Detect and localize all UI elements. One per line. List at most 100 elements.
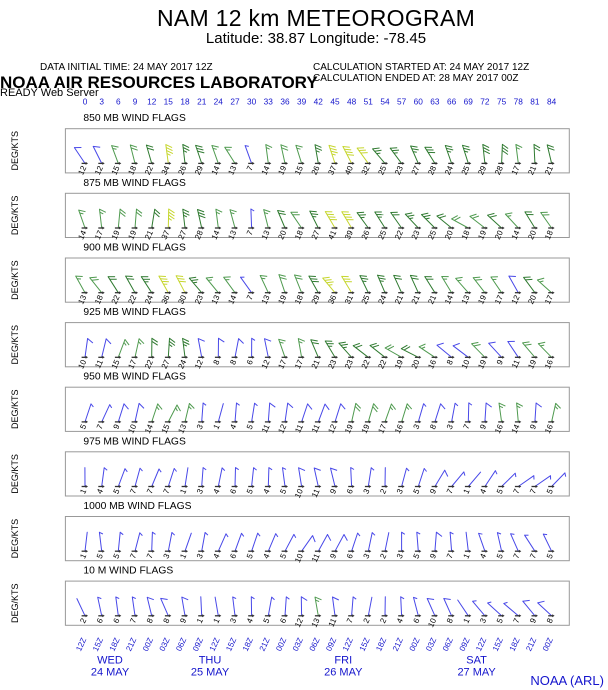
svg-text:6: 6	[245, 358, 255, 366]
svg-text:6: 6	[412, 616, 422, 624]
svg-text:19: 19	[110, 229, 122, 241]
svg-text:1: 1	[462, 552, 472, 560]
svg-text:7: 7	[245, 293, 255, 301]
svg-text:875 MB WIND FLAGS: 875 MB WIND FLAGS	[83, 178, 186, 189]
svg-text:2: 2	[362, 616, 372, 624]
svg-text:16: 16	[543, 422, 555, 434]
svg-text:22: 22	[393, 229, 405, 241]
svg-text:22: 22	[360, 358, 372, 370]
svg-text:26: 26	[176, 164, 188, 176]
svg-text:13: 13	[260, 293, 272, 305]
svg-text:29: 29	[310, 293, 322, 305]
svg-text:DEG/KTS: DEG/KTS	[10, 325, 20, 365]
svg-text:5: 5	[112, 552, 122, 560]
svg-text:33: 33	[264, 97, 274, 107]
svg-text:3: 3	[445, 422, 455, 430]
svg-text:36: 36	[280, 97, 290, 107]
svg-text:9: 9	[428, 487, 438, 495]
svg-text:1000 MB WIND FLAGS: 1000 MB WIND FLAGS	[83, 501, 191, 512]
svg-text:21: 21	[543, 164, 555, 176]
svg-text:15Z: 15Z	[491, 636, 505, 652]
svg-text:21: 21	[310, 358, 322, 370]
svg-text:27: 27	[410, 164, 422, 176]
svg-text:5: 5	[412, 487, 422, 495]
svg-text:4: 4	[262, 487, 272, 495]
svg-text:6: 6	[228, 487, 238, 495]
svg-text:10: 10	[293, 487, 305, 499]
svg-text:14: 14	[443, 293, 455, 305]
svg-text:51: 51	[364, 97, 374, 107]
svg-text:24: 24	[143, 293, 155, 305]
svg-text:81: 81	[530, 97, 540, 107]
svg-text:7: 7	[528, 552, 538, 560]
svg-text:12: 12	[260, 358, 272, 370]
svg-text:13: 13	[460, 293, 472, 305]
svg-text:4: 4	[212, 552, 222, 560]
svg-text:57: 57	[397, 97, 407, 107]
svg-text:4: 4	[245, 616, 255, 624]
svg-text:5: 5	[95, 552, 105, 560]
svg-text:6: 6	[278, 616, 288, 624]
svg-text:1: 1	[212, 616, 222, 624]
svg-text:06Z: 06Z	[441, 636, 455, 652]
svg-text:1: 1	[78, 487, 88, 495]
svg-text:17: 17	[126, 358, 138, 370]
svg-text:1: 1	[178, 552, 188, 560]
svg-text:19: 19	[526, 358, 538, 370]
svg-text:25: 25	[376, 164, 388, 176]
svg-text:28: 28	[426, 164, 438, 176]
svg-text:6: 6	[345, 487, 355, 495]
svg-text:3: 3	[228, 616, 238, 624]
svg-text:DEG/KTS: DEG/KTS	[10, 583, 20, 623]
svg-text:21: 21	[393, 293, 405, 305]
svg-text:54: 54	[380, 97, 390, 107]
svg-text:6: 6	[116, 97, 121, 107]
svg-text:6: 6	[112, 616, 122, 624]
svg-text:7: 7	[345, 616, 355, 624]
svg-text:7: 7	[512, 616, 522, 624]
svg-text:25: 25	[426, 229, 438, 241]
svg-text:8: 8	[145, 616, 155, 624]
svg-text:19: 19	[276, 164, 288, 176]
svg-text:29: 29	[476, 164, 488, 176]
svg-text:4: 4	[228, 422, 238, 430]
svg-text:3: 3	[478, 616, 488, 624]
svg-text:18Z: 18Z	[241, 636, 255, 652]
svg-text:32: 32	[360, 164, 372, 176]
svg-text:69: 69	[464, 97, 474, 107]
svg-text:17: 17	[493, 293, 505, 305]
svg-text:5: 5	[262, 616, 272, 624]
svg-text:0: 0	[83, 97, 88, 107]
svg-text:FRI: FRI	[334, 654, 352, 666]
svg-text:10 M WIND FLAGS: 10 M WIND FLAGS	[83, 566, 173, 577]
svg-text:21: 21	[426, 293, 438, 305]
svg-text:950 MB WIND FLAGS: 950 MB WIND FLAGS	[83, 372, 186, 383]
svg-text:8: 8	[162, 616, 172, 624]
svg-text:12: 12	[93, 164, 105, 176]
svg-text:26: 26	[310, 164, 322, 176]
svg-text:11: 11	[310, 487, 322, 499]
svg-text:21: 21	[526, 164, 538, 176]
svg-text:25 MAY: 25 MAY	[191, 666, 230, 678]
svg-text:3: 3	[195, 422, 205, 430]
svg-text:7: 7	[462, 422, 472, 430]
svg-text:22: 22	[143, 358, 155, 370]
svg-text:7: 7	[445, 552, 455, 560]
svg-text:12Z: 12Z	[474, 636, 488, 652]
svg-text:19: 19	[476, 358, 488, 370]
svg-text:9: 9	[112, 422, 122, 430]
svg-text:00Z: 00Z	[141, 636, 155, 652]
svg-text:10: 10	[293, 552, 305, 564]
svg-text:975 MB WIND FLAGS: 975 MB WIND FLAGS	[83, 436, 186, 447]
svg-text:2: 2	[78, 616, 88, 624]
svg-text:12Z: 12Z	[74, 636, 88, 652]
svg-text:5: 5	[112, 487, 122, 495]
svg-text:1: 1	[178, 487, 188, 495]
svg-text:9: 9	[495, 358, 505, 366]
svg-text:DEG/KTS: DEG/KTS	[10, 131, 20, 171]
svg-text:3: 3	[195, 552, 205, 560]
svg-text:5: 5	[495, 616, 505, 624]
svg-text:23: 23	[326, 358, 338, 370]
svg-text:19: 19	[276, 293, 288, 305]
svg-text:13: 13	[226, 164, 238, 176]
